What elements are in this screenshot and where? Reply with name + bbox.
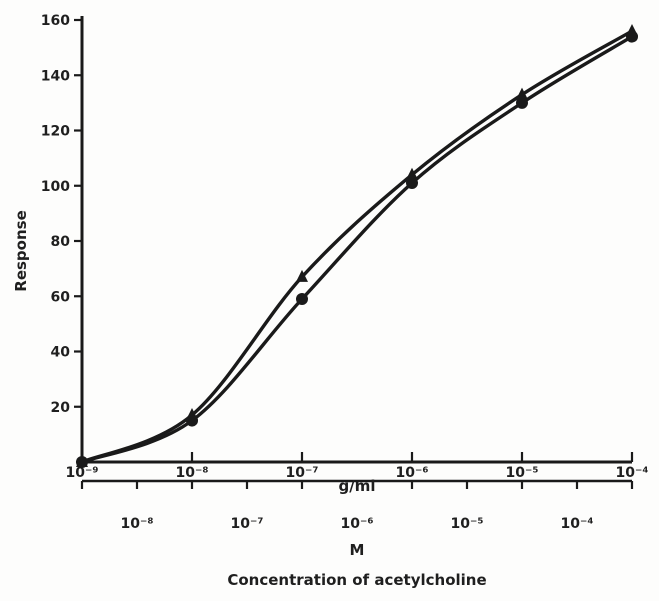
series-1-point [516,87,528,100]
y-tick-label: 160 [41,13,70,29]
y-tick-label: 140 [41,68,70,84]
top-axis-unit-label: g/ml [339,477,376,495]
series-2-point [76,456,88,468]
bottom-axis-unit-label: M [350,541,365,559]
series-1-line [80,29,634,464]
x-axis-title: Concentration of acetylcholine [227,571,486,589]
labels-layer: Response g/ml M Concentration of acetylc… [12,210,487,589]
top-x-tick-label: 10⁻⁴ [615,465,648,481]
series-2-point [516,96,528,109]
top-x-tick-label: 10⁻⁸ [175,465,208,481]
bottom-x-tick-label: 10⁻⁶ [340,516,373,532]
y-tick-label: 120 [41,124,70,140]
series-2-point [296,293,308,306]
bottom-x-tick-label: 10⁻⁷ [230,516,263,532]
series-1-point [406,167,418,180]
y-axis-title: Response [12,210,30,291]
series-1-point [296,269,308,282]
y-tick-label: 40 [51,345,71,361]
series-2-point [626,30,638,43]
series-layer [76,24,638,468]
y-tick-label: 20 [51,400,71,416]
bottom-x-tick-label: 10⁻⁴ [560,516,593,532]
axes-layer: 20 40 60 80 100 120 140 160 10⁻⁹ 10⁻⁸ 10⁻⁷ 10⁻⁶ 10⁻⁵… [41,13,649,532]
y-tick-label: 80 [51,234,71,250]
series-2-point [186,414,198,427]
bottom-x-tick-label: 10⁻⁵ [450,516,483,532]
series-2-point [406,176,418,189]
series-2-line [80,34,634,464]
y-tick-label: 60 [51,289,71,305]
bottom-x-tick-label: 10⁻⁸ [120,516,153,532]
top-x-tick-label: 10⁻⁷ [285,465,318,481]
top-x-tick-label: 10⁻⁶ [395,465,428,481]
y-tick-label: 100 [41,179,70,195]
top-x-tick-label: 10⁻⁵ [505,465,538,481]
top-x-tick-label: 10⁻⁹ [65,465,98,481]
